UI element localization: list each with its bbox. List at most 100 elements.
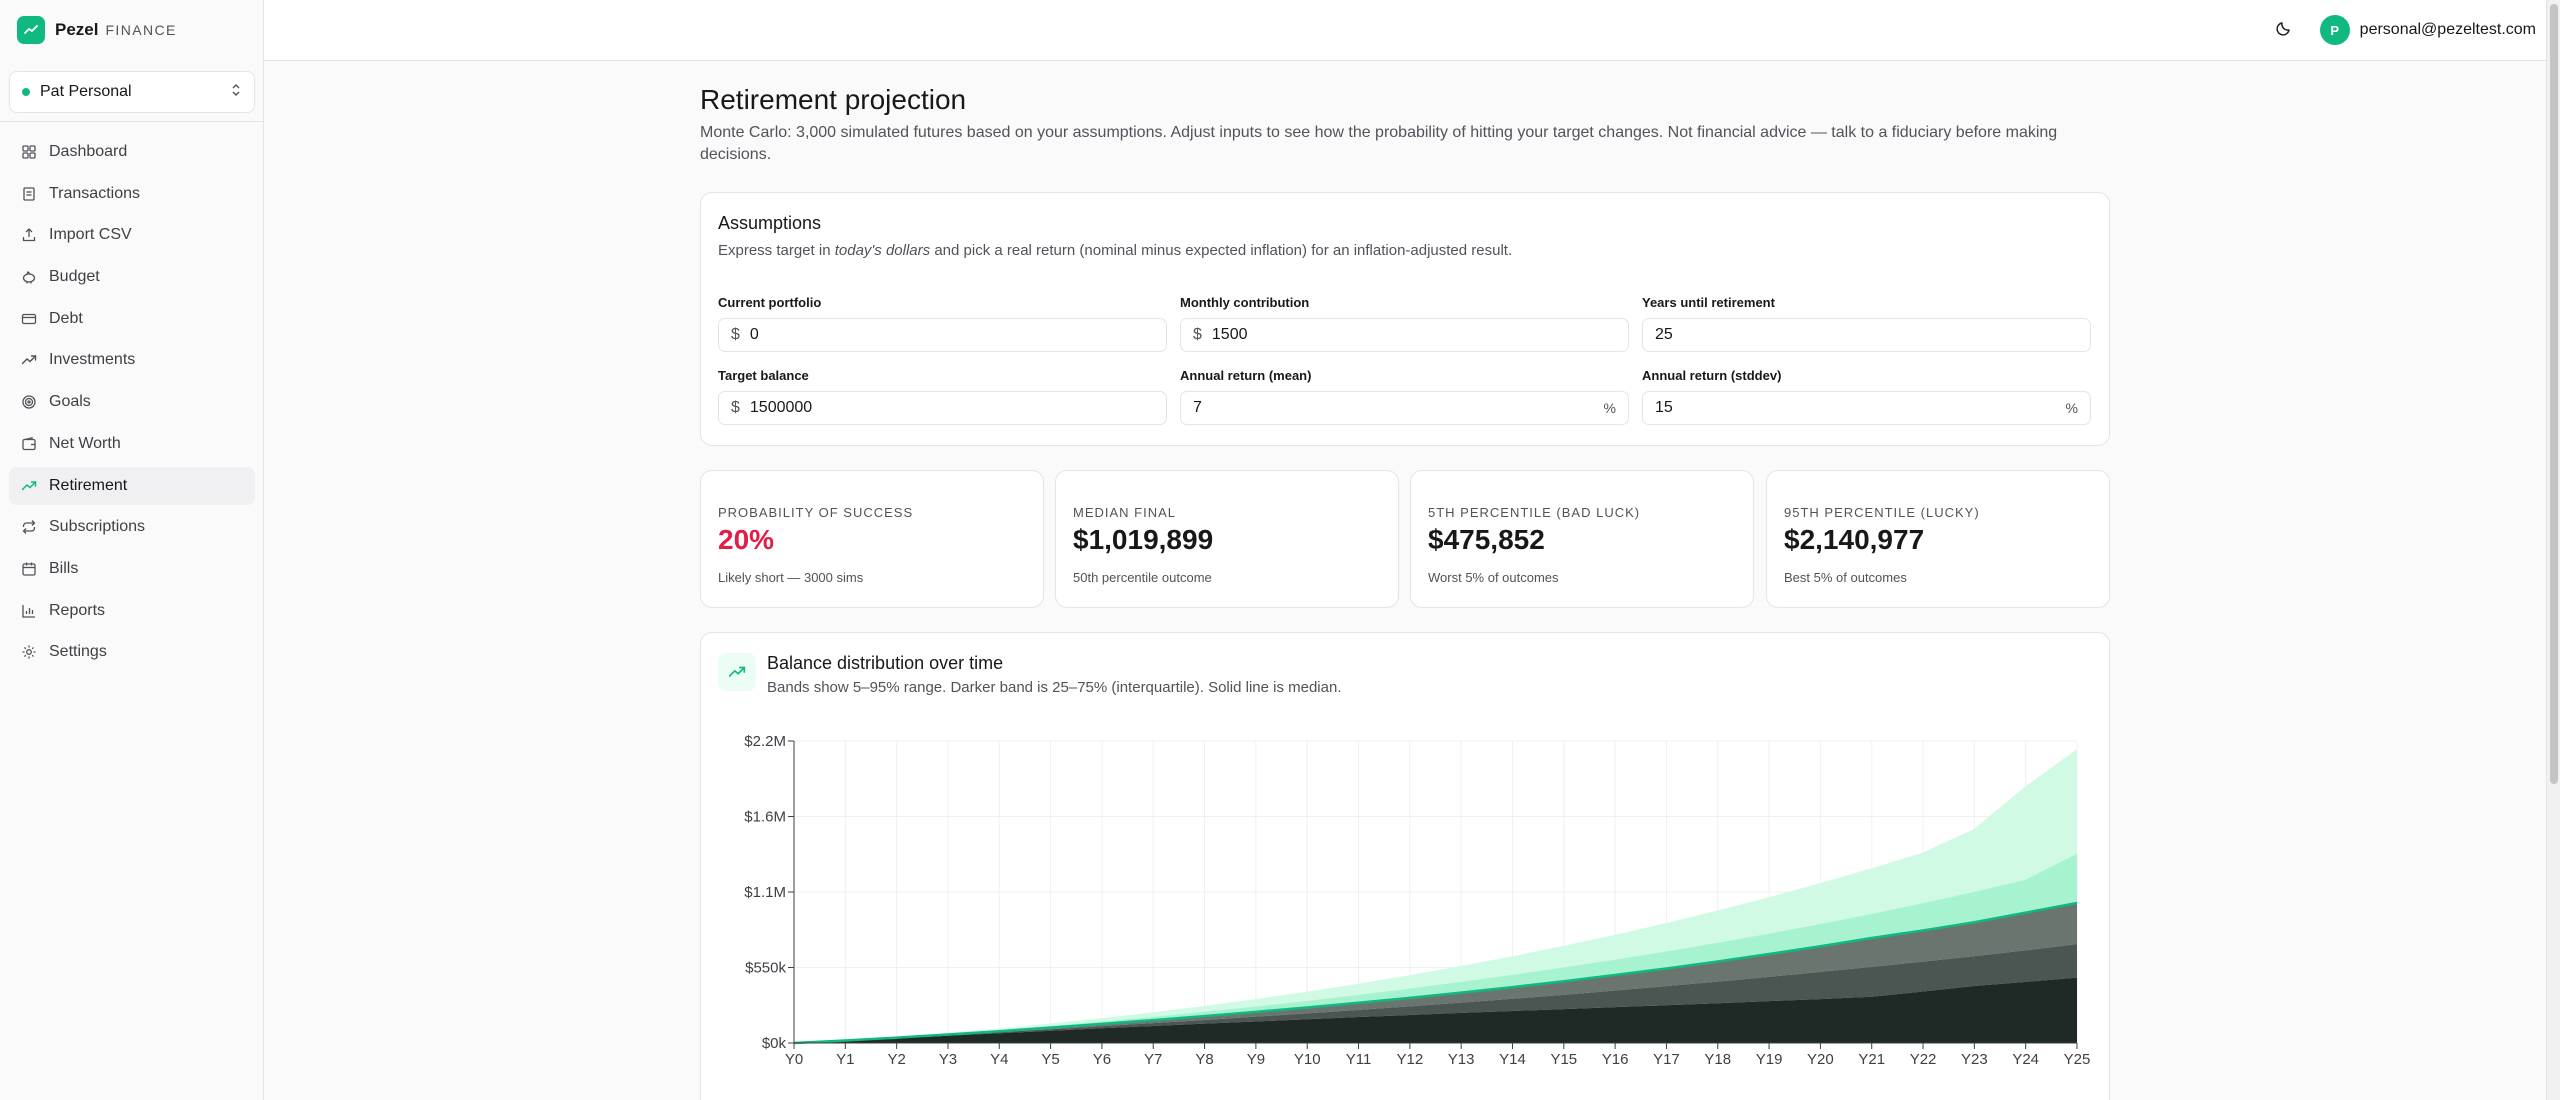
x-tick-label: Y0 [785, 1051, 803, 1068]
annual-return-stddev-label: Annual return (stddev) [1642, 368, 1782, 383]
sidebar-divider [0, 121, 263, 122]
sidebar-item-label: Budget [49, 268, 100, 286]
stat-card-median: MEDIAN FINAL $1,019,899 50th percentile … [1055, 470, 1399, 608]
x-tick-label: Y6 [1093, 1051, 1111, 1068]
sidebar-item-import-csv[interactable]: Import CSV [9, 216, 255, 254]
sidebar-item-label: Investments [49, 351, 136, 369]
x-tick-label: Y21 [1858, 1051, 1885, 1068]
target-balance-value: 1500000 [749, 399, 813, 416]
page-title: Retirement projection [700, 84, 967, 115]
x-tick-label: Y1 [836, 1051, 854, 1068]
brand-name: Pezel [55, 20, 99, 39]
x-tick-label: Y18 [1704, 1051, 1731, 1068]
calendar-icon [21, 561, 37, 577]
x-tick-label: Y3 [939, 1051, 957, 1068]
trending-up-icon [21, 352, 37, 368]
user-menu[interactable]: P personal@pezeltest.com [2319, 14, 2536, 46]
x-tick-label: Y14 [1499, 1051, 1526, 1068]
sidebar-item-settings[interactable]: Settings [9, 633, 255, 671]
monthly-contribution-label: Monthly contribution [1180, 295, 1310, 310]
sidebar-item-bills[interactable]: Bills [9, 550, 255, 588]
x-tick-label: Y25 [2064, 1051, 2091, 1068]
sidebar-item-label: Net Worth [49, 434, 121, 452]
years-until-retirement-input[interactable]: 25 [1642, 318, 2091, 352]
receipt-icon [21, 186, 37, 202]
current-portfolio-value: 0 [749, 326, 759, 343]
stat-card-p5: 5TH PERCENTILE (BAD LUCK) $475,852 Worst… [1410, 470, 1754, 608]
stat-label: PROBABILITY OF SUCCESS [718, 505, 914, 520]
x-tick-label: Y11 [1346, 1051, 1372, 1068]
sidebar-item-subscriptions[interactable]: Subscriptions [9, 508, 255, 546]
scrollbar-thumb[interactable] [2550, 4, 2558, 784]
current-portfolio-input[interactable]: $ 0 [718, 318, 1167, 352]
assumptions-subtitle-emphasis: today's dollars [834, 242, 931, 259]
x-tick-label: Y2 [887, 1051, 905, 1068]
bar-chart-icon [21, 603, 37, 619]
sidebar-item-investments[interactable]: Investments [9, 341, 255, 379]
sidebar-item-label: Subscriptions [49, 518, 146, 536]
band-0-p5 [794, 977, 2077, 1043]
repeat-icon [21, 519, 37, 535]
sidebar: Pezel FINANCE Pat Personal Dashboard Tra… [0, 0, 264, 1100]
balance-distribution-chart: $0k $550k $1.1M $1.6M $2.2M Y0 Y1 Y2 Y3 Y4 Y5 Y6 Y7 Y… [744, 733, 2091, 1068]
top-bar: P personal@pezeltest.com [264, 0, 2546, 61]
x-tick-label: Y19 [1756, 1051, 1783, 1068]
piggy-bank-icon [21, 269, 37, 285]
profile-status-dot [22, 88, 30, 96]
current-portfolio-label: Current portfolio [718, 295, 822, 310]
brand[interactable]: Pezel FINANCE [17, 16, 177, 44]
balance-distribution-card: Balance distribution over time Bands sho… [700, 632, 2110, 1100]
sidebar-item-transactions[interactable]: Transactions [9, 175, 255, 213]
stat-value: $1,019,899 [1073, 524, 1214, 555]
sidebar-item-retirement[interactable]: Retirement [9, 466, 255, 505]
annual-return-mean-label: Annual return (mean) [1180, 368, 1312, 383]
theme-toggle-button[interactable] [2272, 18, 2296, 42]
profile-switcher[interactable]: Pat Personal [9, 71, 255, 113]
annual-return-stddev-value: 15 [1655, 399, 1673, 416]
band-p75-p95 [794, 749, 2077, 1043]
annual-return-mean-value: 7 [1193, 399, 1202, 416]
y-tick-label: $0k [762, 1035, 787, 1052]
profile-name: Pat Personal [40, 83, 132, 100]
sidebar-item-label: Bills [49, 559, 79, 577]
annual-return-mean-input[interactable]: 7 % [1180, 391, 1629, 425]
page-scrollbar[interactable] [2546, 0, 2560, 1100]
credit-card-icon [21, 311, 37, 327]
percent-suffix: % [2065, 400, 2078, 416]
monthly-contribution-input[interactable]: $ 1500 [1180, 318, 1629, 352]
assumptions-subtitle: Express target in today's dollars and pi… [718, 242, 1512, 259]
avatar: P [2319, 15, 2350, 45]
annual-return-stddev-input[interactable]: 15 % [1642, 391, 2091, 425]
stat-label: 5TH PERCENTILE (BAD LUCK) [1428, 505, 1641, 520]
x-tick-label: Y15 [1550, 1051, 1577, 1068]
moon-icon [2276, 20, 2292, 41]
assumptions-title: Assumptions [718, 213, 822, 233]
monthly-contribution-value: 1500 [1211, 326, 1248, 343]
wallet-icon [21, 436, 37, 452]
x-tick-label: Y20 [1807, 1051, 1834, 1068]
sidebar-item-debt[interactable]: Debt [9, 300, 255, 338]
dashboard-icon [21, 144, 37, 160]
sidebar-item-reports[interactable]: Reports [9, 592, 255, 630]
gear-icon [21, 644, 37, 660]
sidebar-item-dashboard[interactable]: Dashboard [9, 133, 255, 171]
stat-value: $475,852 [1428, 524, 1545, 555]
x-tick-label: Y23 [1961, 1051, 1988, 1068]
sidebar-item-goals[interactable]: Goals [9, 383, 255, 421]
x-tick-label: Y13 [1448, 1051, 1475, 1068]
target-icon [21, 394, 37, 410]
x-tick-label: Y8 [1195, 1051, 1213, 1068]
trending-up-icon [718, 653, 756, 691]
target-balance-input[interactable]: $ 1500000 [718, 391, 1167, 425]
stat-note: Best 5% of outcomes [1784, 570, 1907, 585]
years-until-retirement-label: Years until retirement [1642, 295, 1775, 310]
assumptions-card: Assumptions Express target in today's do… [700, 192, 2110, 446]
x-tick-label: Y16 [1602, 1051, 1629, 1068]
assumptions-subtitle-prefix: Express target in [718, 242, 831, 259]
chart-title: Balance distribution over time [767, 653, 1004, 673]
sidebar-item-budget[interactable]: Budget [9, 258, 255, 296]
chevron-up-down-icon [230, 83, 242, 102]
x-tick-label: Y5 [1041, 1051, 1059, 1068]
sidebar-item-net-worth[interactable]: Net Worth [9, 425, 255, 463]
stat-note: Likely short — 3000 sims [718, 570, 864, 585]
